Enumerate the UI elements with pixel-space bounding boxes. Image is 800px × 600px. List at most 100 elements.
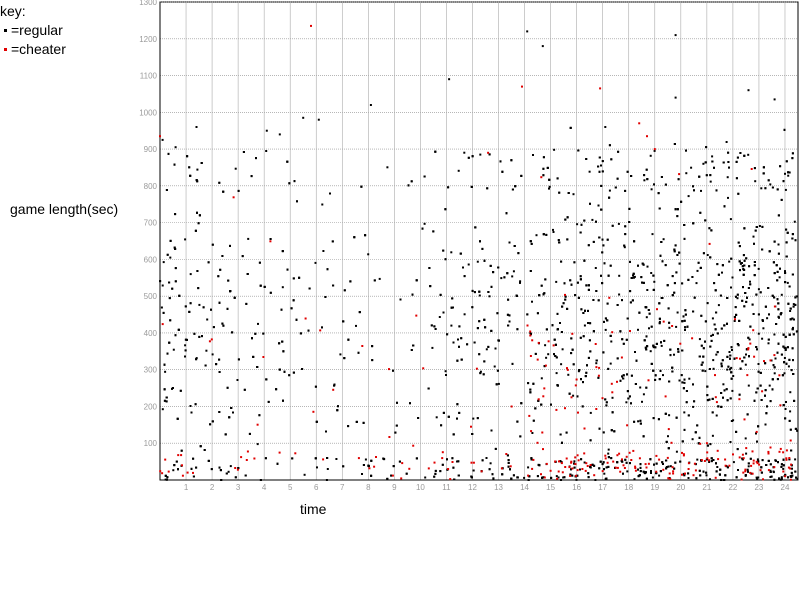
regular-point [265, 150, 268, 152]
cheater-point [581, 468, 584, 470]
regular-point [503, 276, 506, 279]
regular-point [741, 299, 744, 302]
regular-point [599, 460, 602, 463]
regular-point [442, 249, 445, 252]
regular-point [557, 239, 560, 242]
x-tick-label: 19 [650, 483, 659, 492]
regular-point [677, 178, 680, 181]
cheater-point [236, 468, 239, 471]
regular-point [573, 466, 576, 469]
regular-point [730, 257, 733, 260]
regular-point [174, 248, 177, 250]
regular-point [650, 325, 653, 328]
regular-point [683, 411, 686, 414]
cheater-point [751, 450, 754, 453]
regular-point [544, 278, 547, 281]
regular-point [654, 346, 657, 349]
regular-point [496, 312, 499, 315]
regular-point [483, 360, 486, 363]
regular-point [667, 447, 670, 450]
regular-point [506, 454, 509, 457]
cheater-point [782, 470, 785, 473]
regular-point [793, 220, 796, 223]
regular-point [530, 333, 532, 336]
cheater-point [186, 471, 189, 474]
cheater-point [470, 461, 473, 464]
regular-point [463, 151, 466, 154]
regular-point [193, 332, 196, 335]
regular-point [792, 333, 795, 336]
regular-point [633, 275, 636, 278]
regular-point [523, 476, 526, 479]
cheater-point [575, 378, 578, 381]
regular-point [745, 353, 747, 356]
regular-point [190, 467, 193, 470]
cheater-point [521, 85, 523, 88]
cheater-point [753, 355, 756, 358]
regular-point [764, 423, 767, 426]
regular-point [560, 479, 562, 481]
regular-point [281, 250, 284, 253]
regular-point [572, 193, 575, 196]
cheater-point [566, 368, 569, 371]
regular-point [726, 297, 729, 299]
regular-point [692, 383, 694, 386]
regular-point [594, 479, 597, 481]
regular-point [628, 221, 631, 223]
regular-point [652, 346, 655, 349]
cheater-point [472, 461, 475, 464]
regular-point [572, 394, 575, 397]
regular-point [507, 462, 510, 464]
regular-point [777, 302, 780, 305]
regular-point [434, 328, 437, 330]
regular-point [173, 163, 176, 166]
regular-point [237, 358, 240, 361]
regular-point [747, 153, 750, 156]
regular-point [759, 371, 762, 374]
cheater-point [747, 348, 750, 351]
regular-point [789, 391, 792, 394]
cheater-point [743, 418, 746, 421]
regular-point [470, 185, 473, 188]
regular-point [190, 411, 193, 414]
cheater-point [739, 357, 741, 360]
regular-point [633, 478, 636, 481]
cheater-point [678, 173, 681, 176]
regular-point [726, 399, 729, 402]
regular-point [646, 265, 649, 268]
regular-point [736, 343, 739, 345]
regular-point [591, 218, 594, 221]
regular-point [606, 238, 609, 241]
regular-point [269, 238, 272, 240]
regular-point [592, 299, 595, 301]
regular-point [510, 477, 513, 480]
regular-point [773, 372, 776, 375]
cheater-point [357, 457, 360, 460]
regular-point [726, 368, 729, 371]
cheater-point [167, 470, 170, 473]
regular-point [457, 474, 460, 477]
regular-point [648, 327, 650, 330]
regular-point [519, 280, 522, 283]
cheater-point [549, 469, 552, 472]
cheater-point [253, 457, 256, 460]
regular-point [624, 225, 627, 228]
regular-point [463, 275, 466, 278]
regular-point [777, 252, 780, 255]
cheater-point [545, 462, 548, 465]
regular-point [661, 260, 664, 263]
regular-point [434, 469, 437, 472]
regular-point [534, 352, 537, 355]
cheater-point [245, 459, 248, 461]
regular-point [676, 215, 679, 218]
regular-point [652, 369, 655, 372]
regular-point [712, 359, 715, 362]
regular-point [715, 462, 717, 465]
regular-point [684, 328, 686, 331]
regular-point [773, 366, 776, 369]
regular-point [680, 374, 683, 377]
regular-point [653, 183, 655, 186]
cheater-point [552, 344, 555, 347]
regular-point [219, 268, 222, 271]
regular-point [696, 424, 699, 427]
